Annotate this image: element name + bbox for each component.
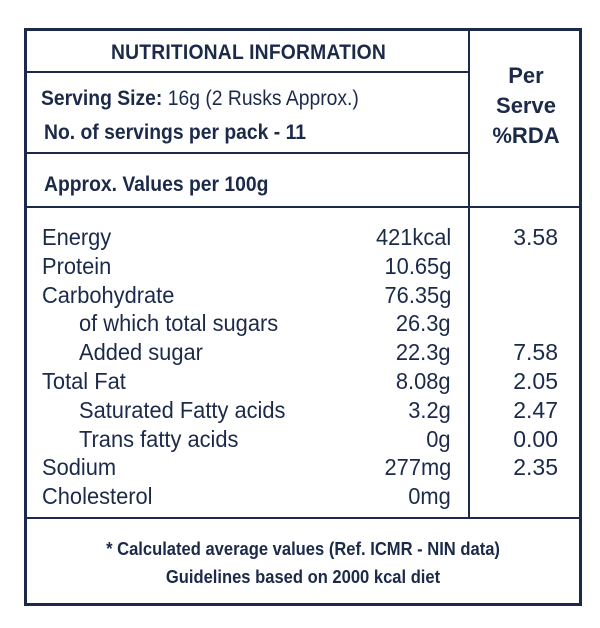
servings-divider (27, 152, 468, 154)
nutrient-value: 76.35g (384, 281, 451, 308)
per-serve-line2: Serve (496, 93, 556, 118)
nutrient-rda: 7.58 (513, 339, 558, 366)
serving-size-value: 16g (2 Rusks Approx.) (167, 87, 359, 110)
per-serve-line3: %RDA (492, 123, 560, 148)
nutrient-value: 0g (426, 425, 451, 452)
nutrient-name: Saturated Fatty acids (79, 396, 286, 423)
nutrient-row: Sodium 277mg 2.35 (27, 453, 579, 482)
footnote-1: * Calculated average values (Ref. ICMR -… (106, 539, 500, 559)
nutrient-value: 8.08g (396, 368, 451, 394)
footnote-2: Guidelines based on 2000 kcal diet (165, 567, 441, 587)
nutrient-name: Sodium (42, 454, 117, 481)
nutrient-name: Energy (42, 224, 112, 250)
nutrient-row: of which total sugars 26.3g (27, 309, 579, 338)
nutrient-value: 26.3g (396, 310, 451, 337)
nutrient-row: Protein 10.65g (27, 252, 579, 281)
nutrient-row: Energy 421kcal 3.58 (27, 223, 579, 252)
nutrient-name: Trans fatty acids (79, 425, 239, 452)
nutrient-rda: 0.00 (513, 425, 558, 452)
nutrient-value: 10.65g (384, 252, 451, 279)
nutrient-row: Added sugar 22.3g 7.58 (27, 338, 579, 367)
nutrient-name: Total Fat (42, 368, 126, 394)
nutrition-label: NUTRITIONAL INFORMATION Serving Size: 16… (24, 28, 582, 606)
nutrient-value: 22.3g (396, 339, 451, 366)
footer-divider (27, 517, 579, 519)
nutrient-value: 3.2g (408, 396, 451, 423)
nutrient-name: of which total sugars (79, 310, 279, 337)
approx-values-heading: Approx. Values per 100g (44, 173, 269, 196)
nutrient-row: Cholesterol 0mg (27, 482, 579, 511)
nutrient-row: Carbohydrate 76.35g (27, 281, 579, 310)
nutrient-name: Added sugar (79, 339, 203, 366)
nutrient-value: 277mg (384, 454, 451, 481)
nutrient-name: Carbohydrate (42, 281, 175, 308)
nutrient-name: Cholesterol (42, 483, 153, 510)
nutrient-name: Protein (42, 252, 112, 279)
label-title: NUTRITIONAL INFORMATION (110, 41, 387, 64)
nutrient-rda: 2.05 (513, 368, 558, 394)
nutrient-row: Trans fatty acids 0g 0.00 (27, 425, 579, 454)
column-divider (468, 31, 470, 517)
per-serve-line1: Per (508, 63, 544, 88)
title-underline (27, 71, 468, 73)
nutrient-row: Total Fat 8.08g 2.05 (27, 367, 579, 396)
nutrient-row: Saturated Fatty acids 3.2g 2.47 (27, 396, 579, 425)
serving-size: Serving Size: 16g (2 Rusks Approx.) (41, 87, 359, 111)
serving-size-label: Serving Size: (41, 87, 163, 110)
per-serve-header: Per Serve %RDA (470, 61, 582, 151)
header-divider (27, 206, 579, 208)
nutrient-value: 0mg (408, 483, 451, 510)
servings-per-pack: No. of servings per pack - 11 (44, 121, 306, 144)
nutrient-rda: 3.58 (513, 224, 558, 250)
nutrient-value: 421kcal (375, 224, 451, 250)
nutrient-rda: 2.47 (513, 396, 558, 423)
nutrient-rda: 2.35 (513, 454, 558, 481)
